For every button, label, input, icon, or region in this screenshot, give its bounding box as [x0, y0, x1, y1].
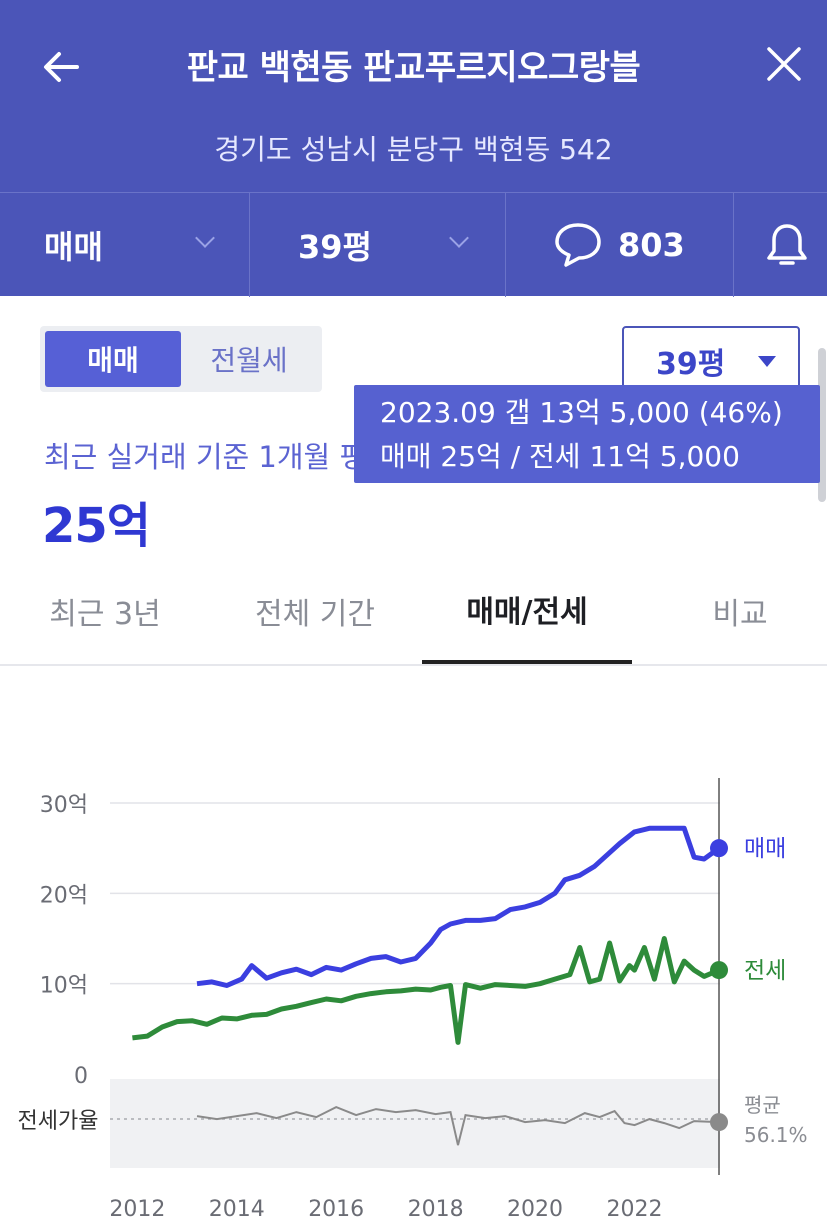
comment-count: 803 [618, 226, 685, 264]
average-price-value: 25억 [42, 498, 151, 554]
tab-recent-3y[interactable]: 최근 3년 [49, 597, 161, 632]
arrow-left-icon [44, 52, 79, 82]
page-title: 판교 백현동 판교푸르지오그랑블 [186, 48, 641, 88]
ratio-average-title: 평균 [744, 1093, 781, 1117]
back-button[interactable] [34, 40, 88, 94]
segment-rent[interactable]: 전월세 [210, 344, 288, 377]
app-header: 판교 백현동 판교푸르지오그랑블 경기도 성남시 분당구 백현동 542 매매 … [0, 0, 827, 297]
ratio-area-bg [110, 1079, 720, 1168]
ratio-series-line [196, 1106, 720, 1146]
trade-segment-control: 매매 전월세 [40, 326, 322, 392]
ratio-label: 전세가율 [18, 1109, 99, 1134]
size-select-label: 39평 [656, 347, 726, 382]
x-tick-label: 2016 [308, 1197, 364, 1222]
address: 경기도 성남시 분당구 백현동 542 [214, 133, 613, 166]
scrollbar[interactable] [818, 348, 826, 502]
notification-button[interactable] [734, 193, 827, 297]
close-button[interactable] [756, 36, 812, 92]
chart-tooltip: 2023.09 갭 13억 5,000 (46%) 매매 25억 / 전세 11… [354, 385, 820, 483]
rent-end-marker [710, 961, 729, 980]
x-tick-label: 2014 [209, 1197, 265, 1222]
close-icon [767, 47, 801, 81]
comments-button[interactable]: 803 [506, 193, 734, 297]
price-panel: 매매 전월세 39평 최근 실거래 기준 1개월 평균 ? 25억 최근 3년 … [0, 296, 827, 1228]
trade-type-label: 매매 [44, 228, 103, 266]
x-tick-label: 2012 [109, 1197, 165, 1222]
tab-all-period[interactable]: 전체 기간 [255, 597, 375, 632]
ratio-end-marker [710, 1113, 729, 1132]
rent-series-label: 전세 [744, 958, 786, 984]
y-tick-label: 10억 [40, 974, 88, 999]
rent-series-line [132, 936, 720, 1045]
size-label: 39평 [298, 228, 372, 266]
x-tick-label: 2018 [408, 1197, 464, 1222]
caret-down-icon [758, 356, 776, 367]
sale-end-marker [710, 839, 729, 858]
y-tick-label: 0 [74, 1064, 88, 1089]
sale-series-line [196, 825, 721, 988]
x-tick-label: 2020 [507, 1197, 563, 1222]
x-tick-label: 2022 [606, 1197, 662, 1222]
y-tick-label: 20억 [40, 883, 88, 908]
period-tabs: 최근 3년 전체 기간 매매/전세 비교 [0, 558, 827, 666]
sale-series-label: 매매 [744, 836, 786, 862]
speech-bubble-icon [555, 223, 601, 267]
average-price-text: 최근 실거래 기준 1개월 평균 [44, 440, 393, 474]
ratio-average-value: 56.1% [744, 1123, 808, 1147]
y-tick-label: 30억 [40, 793, 88, 818]
size-dropdown[interactable]: 39평 [250, 193, 506, 297]
filter-bar: 매매 39평 803 [0, 192, 827, 297]
tooltip-gap-line: 2023.09 갭 13억 5,000 (46%) [380, 396, 783, 429]
bell-icon [767, 224, 807, 265]
tooltip-price-line: 매매 25억 / 전세 11억 5,000 [380, 440, 740, 473]
trade-type-dropdown[interactable]: 매매 [0, 193, 250, 297]
tab-sale-rent[interactable]: 매매/전세 [422, 558, 632, 664]
tab-compare[interactable]: 비교 [712, 597, 768, 632]
segment-sale[interactable]: 매매 [45, 331, 181, 387]
